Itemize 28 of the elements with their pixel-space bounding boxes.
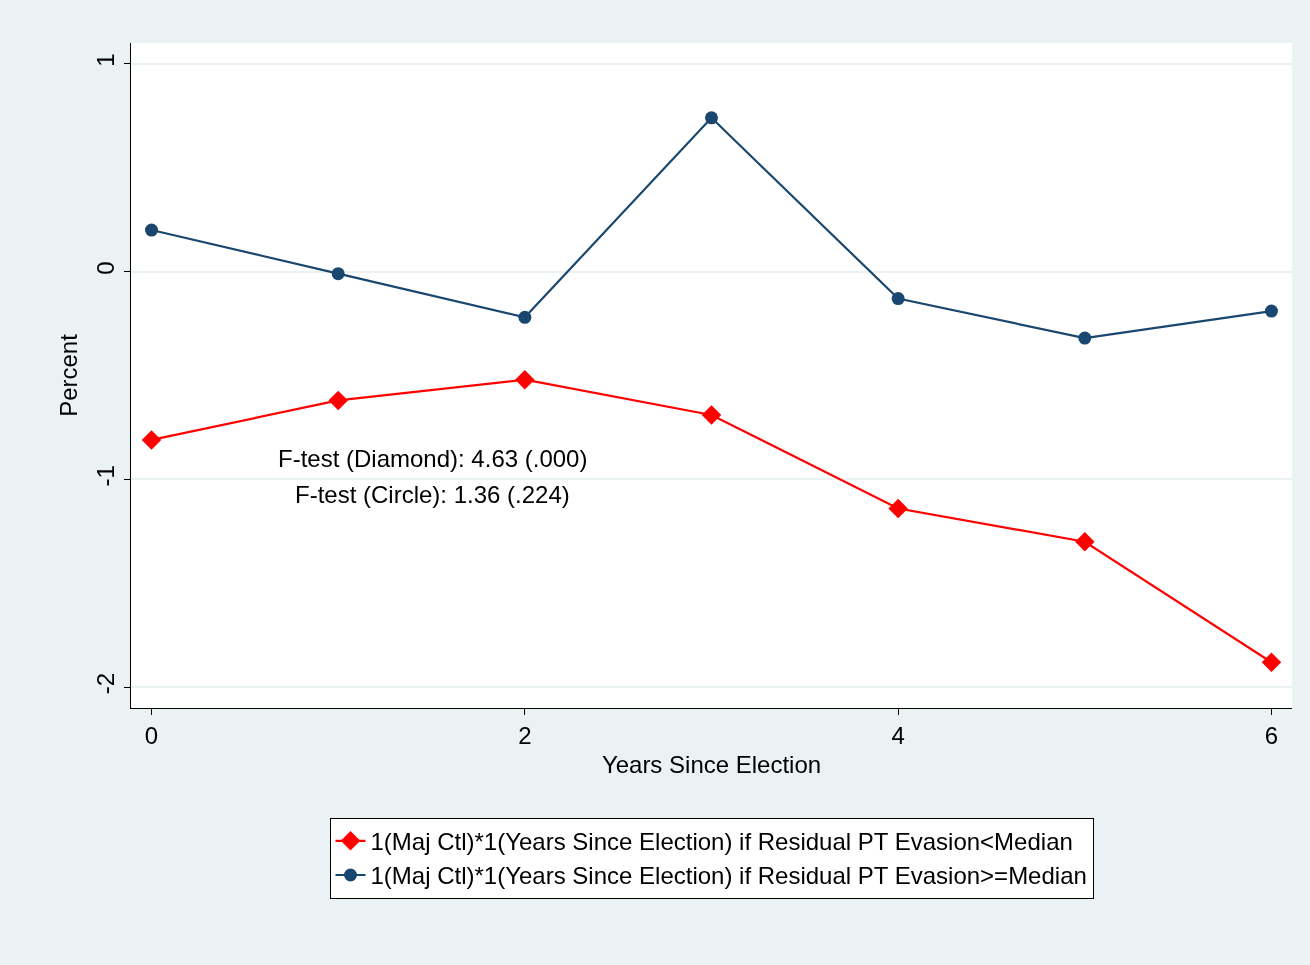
- legend-label: 1(Maj Ctl)*1(Years Since Election) if Residual PT Evasion<Median: [370, 828, 1073, 856]
- y-tick-label: 0: [92, 261, 120, 275]
- point: [891, 292, 905, 306]
- y-axis-title: Percent: [54, 333, 82, 417]
- point: [141, 430, 162, 450]
- point: [1264, 304, 1278, 318]
- point: [705, 111, 718, 125]
- annotation: F-test (Circle): 1.36 (.224): [295, 481, 570, 508]
- point: [1075, 532, 1095, 552]
- y-tick-label: -2: [92, 672, 120, 695]
- point: [888, 498, 908, 519]
- point: [1261, 652, 1282, 673]
- point: [1078, 331, 1092, 345]
- y-tick-label: 1: [92, 53, 120, 67]
- point: [515, 369, 535, 390]
- point: [145, 223, 159, 237]
- annotation: F-test (Diamond): 4.63 (.000): [278, 445, 588, 472]
- point: [701, 405, 722, 425]
- x-tick-label: 4: [891, 721, 905, 749]
- point: [328, 390, 348, 411]
- legend-label: 1(Maj Ctl)*1(Years Since Election) if Residual PT Evasion>=Median: [370, 862, 1087, 890]
- point: [331, 267, 345, 281]
- x-tick-label: 0: [144, 721, 159, 749]
- x-tick-label: 6: [1264, 721, 1279, 749]
- point: [518, 310, 532, 324]
- y-tick-label: -1: [92, 465, 120, 487]
- x-tick-label: 2: [518, 721, 532, 749]
- x-axis-title: Years Since Election: [601, 751, 822, 779]
